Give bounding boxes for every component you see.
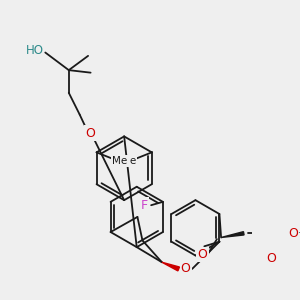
Text: O: O (181, 262, 190, 275)
Text: O: O (198, 248, 208, 261)
Text: H: H (295, 227, 300, 240)
Text: F: F (141, 199, 148, 212)
Polygon shape (221, 232, 244, 238)
Text: Me: Me (112, 156, 128, 166)
Text: O: O (266, 252, 276, 265)
Polygon shape (162, 262, 179, 271)
Text: Me: Me (121, 156, 136, 166)
Text: O: O (288, 227, 298, 240)
Text: O: O (86, 127, 95, 140)
Text: HO: HO (26, 44, 44, 57)
